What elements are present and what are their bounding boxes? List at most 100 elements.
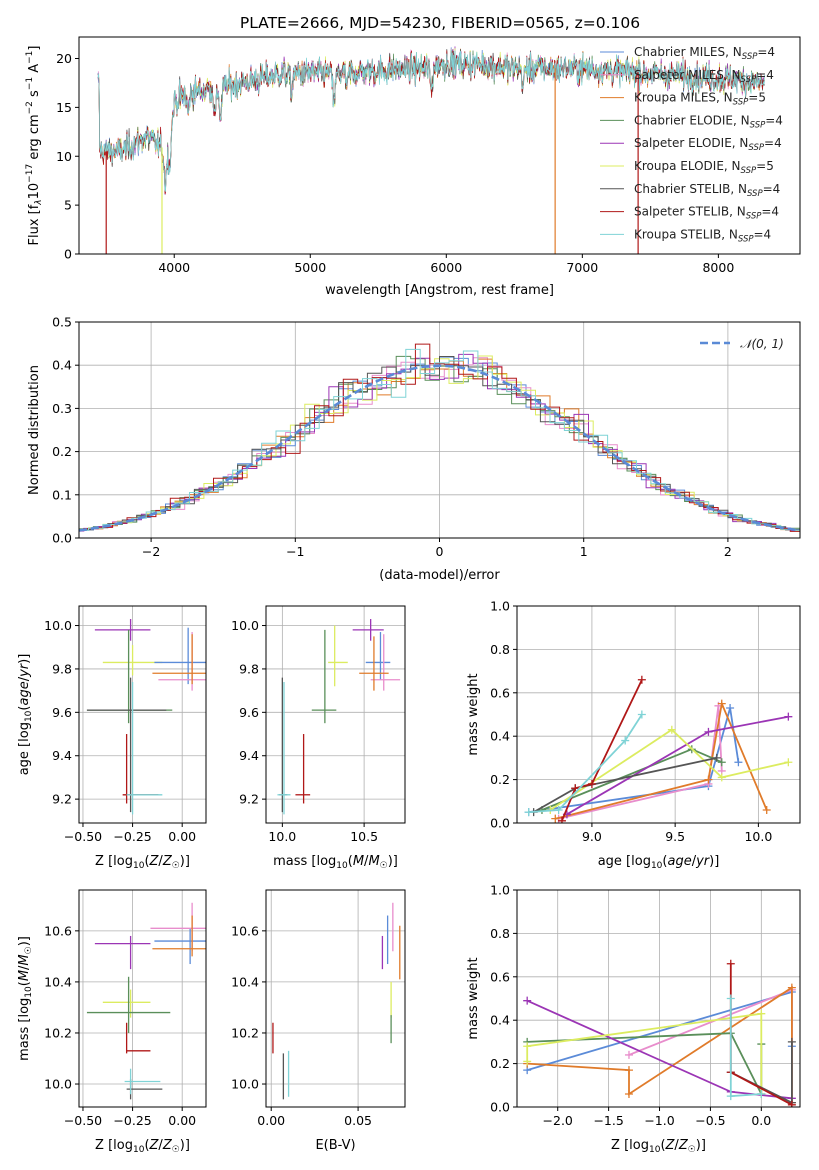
y-axis-label: Normed distribution <box>27 365 42 495</box>
legend-entry: Salpeter STELIB, NSSP=4 <box>634 205 779 222</box>
y-tick-label: 0 <box>64 247 72 262</box>
y-tick-label: 0.5 <box>52 315 72 330</box>
weight-point <box>762 805 771 814</box>
x-tick-label: 0 <box>436 544 444 559</box>
y-tick-label: 10.0 <box>44 1077 72 1092</box>
weight-point <box>717 699 726 708</box>
cross-marker <box>122 734 159 804</box>
weight-point <box>704 727 713 736</box>
x-tick-label: 8000 <box>702 260 734 275</box>
grid <box>79 890 206 1107</box>
axes-frame <box>78 605 207 824</box>
y-tick-label: 10.0 <box>44 618 72 633</box>
y-tick-label: 1.0 <box>490 599 510 614</box>
y-tick-label: 0.2 <box>490 1056 510 1071</box>
weight-lines <box>524 675 793 823</box>
legend-entry: Kroupa ELODIE, NSSP=5 <box>634 159 774 176</box>
weight-series <box>549 728 789 811</box>
y-axis-label: Flux [fλ10−17 erg cm−2 s−1 A−1] <box>25 46 44 246</box>
histogram-series <box>79 343 800 532</box>
weight-point <box>637 710 646 719</box>
x-tick-label: 4000 <box>158 260 190 275</box>
x-tick-label: −2.0 <box>543 1113 573 1128</box>
axes-frame <box>265 605 406 824</box>
y-tick-label: 0.8 <box>490 926 510 941</box>
y-tick-label: 9.4 <box>239 748 259 763</box>
spectrum-series <box>97 49 765 192</box>
y-tick-label: 9.8 <box>239 661 259 676</box>
weight-point <box>621 736 630 745</box>
y-tick-label: 0.6 <box>490 685 510 700</box>
grid <box>79 606 206 823</box>
weight-series <box>558 705 723 820</box>
cross-marker <box>86 629 173 724</box>
y-tick-label: 1.0 <box>490 883 510 898</box>
weight-point <box>726 959 735 968</box>
x-tick-label: 9.5 <box>665 829 685 844</box>
cross-marker <box>359 636 389 691</box>
weight-point <box>523 1042 532 1051</box>
cross-marker <box>154 627 206 685</box>
panel-spectrum: 4000 5000 6000 7000 8000 0 5 10 15 20 Chabrier MIL… <box>25 36 801 298</box>
cross-marker <box>94 619 151 641</box>
weight-point <box>726 1092 735 1101</box>
weight-point <box>704 775 713 784</box>
weight-lines <box>523 959 796 1107</box>
panel-residual-histogram: −2 −1 0 1 2 0.0 0.1 0.2 0.3 0.4 0.5 𝒩(0, 1) (data-mo… <box>27 315 801 583</box>
panel-age-vs-Z: −0.50 −0.25 0.00 9.2 9.4 9.6 9.8 10.0 Z [log10(Z… <box>17 605 207 871</box>
weight-point <box>726 994 735 1003</box>
axes-frame <box>516 605 801 824</box>
y-tick-label: 10.4 <box>44 974 72 989</box>
weight-point <box>637 675 646 684</box>
weight-point <box>734 758 743 767</box>
cross-marker <box>152 915 206 957</box>
legend-entry: Salpeter MILES, NSSP=4 <box>634 68 774 85</box>
panel-weight-vs-Z: −2.0 −1.5 −1.0 −0.5 0.0 0.0 0.2 0.4 0.6 0.8 1.0 Z [… <box>466 883 801 1155</box>
crosses <box>272 902 401 1100</box>
cross-marker <box>152 634 206 685</box>
crosses <box>277 619 401 815</box>
y-tick-label: 10.2 <box>231 1025 259 1040</box>
x-tick-label: −0.25 <box>113 829 151 844</box>
weight-point <box>624 1089 633 1098</box>
x-tick-label: 5000 <box>294 260 326 275</box>
legend-entry: Salpeter ELODIE, NSSP=4 <box>634 136 782 153</box>
weight-point <box>712 753 721 762</box>
y-tick-label: 0.8 <box>490 642 510 657</box>
x-tick-label: −0.50 <box>64 1113 102 1128</box>
x-tick-label: −0.5 <box>695 1113 725 1128</box>
cross-marker <box>94 935 151 970</box>
weight-point <box>523 996 532 1005</box>
x-tick-label: 7000 <box>566 260 598 275</box>
y-tick-label: 9.2 <box>52 792 72 807</box>
x-axis-label: Z [log10(Z/Z☉)] <box>611 1138 706 1155</box>
y-axis-label: age [log10(age/yr)] <box>17 654 34 776</box>
x-tick-label: 0.0 <box>751 1113 771 1128</box>
weight-point <box>523 1057 532 1066</box>
weight-point <box>757 1089 766 1098</box>
x-axis-label: Z [log10(Z/Z☉)] <box>95 1138 190 1155</box>
x-tick-label: 9.0 <box>582 829 602 844</box>
y-tick-label: 9.8 <box>52 661 72 676</box>
cross-marker <box>124 1068 161 1095</box>
x-tick-label: 0.00 <box>168 1113 196 1128</box>
y-tick-label: 10.6 <box>231 923 259 938</box>
y-tick-label: 20 <box>56 51 72 66</box>
weight-point <box>587 779 596 788</box>
legend-entry: Kroupa STELIB, NSSP=4 <box>634 227 771 244</box>
weight-point <box>624 1066 633 1075</box>
weight-point <box>757 1009 766 1018</box>
x-tick-label: −2 <box>142 544 160 559</box>
y-tick-label: 0.2 <box>52 444 72 459</box>
legend-entry: Chabrier ELODIE, NSSP=4 <box>634 113 783 130</box>
y-tick-label: 10 <box>56 149 72 164</box>
weight-point <box>726 703 735 712</box>
y-tick-label: 9.2 <box>239 792 259 807</box>
y-tick-label: 0.4 <box>490 729 510 744</box>
cross-marker <box>352 619 384 641</box>
panel-age-vs-mass: 10.0 10.5 9.2 9.4 9.6 9.8 10.0 mass [log10(M/M☉… <box>231 605 406 871</box>
y-tick-label: 5 <box>64 198 72 213</box>
x-tick-label: 6000 <box>430 260 462 275</box>
weight-point <box>787 1100 796 1107</box>
y-axis-label: mass weight <box>466 957 481 1039</box>
